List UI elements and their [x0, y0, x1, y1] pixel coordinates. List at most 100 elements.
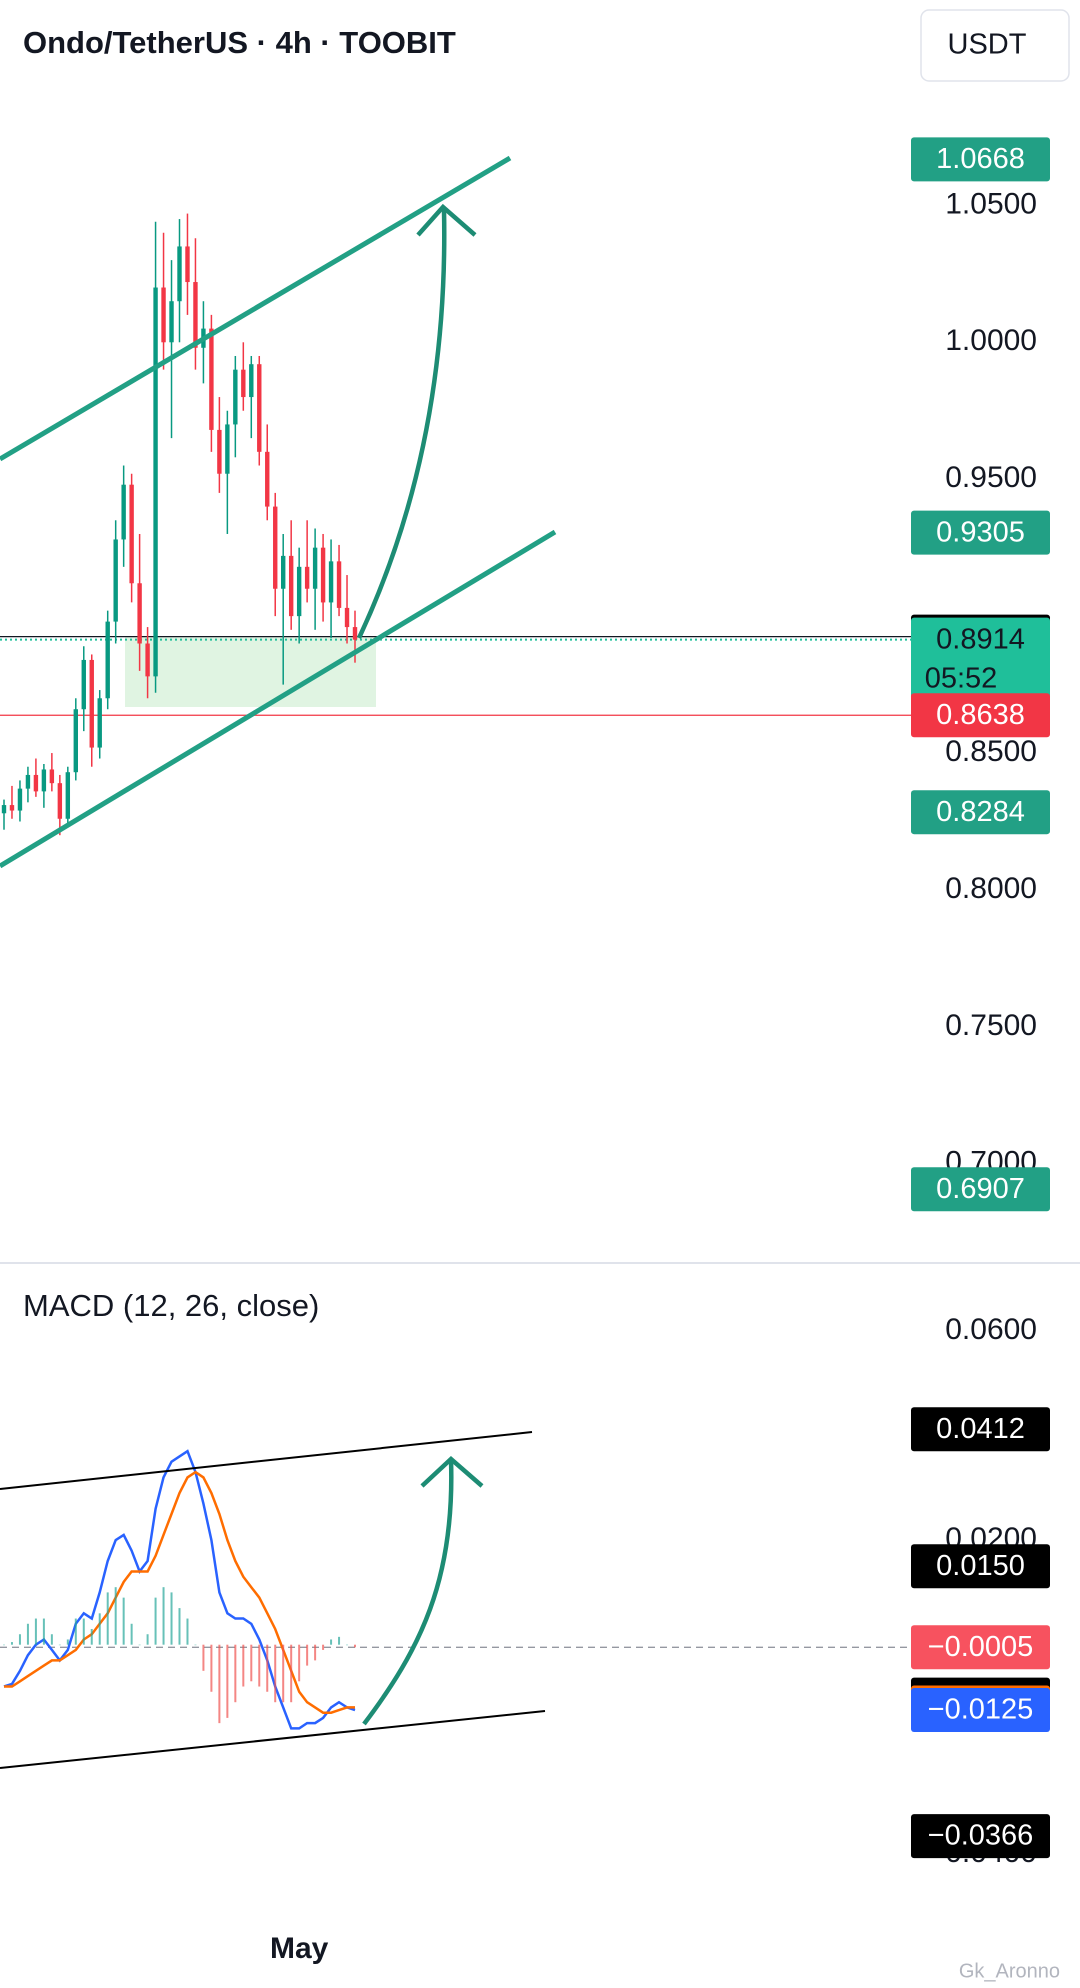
price-badge [911, 1625, 1050, 1670]
histogram-bar [298, 1644, 301, 1682]
candle-body [249, 364, 254, 398]
histogram-bar [282, 1644, 285, 1703]
histogram-bar [114, 1587, 117, 1645]
price-badge-label: 0.0150 [936, 1550, 1025, 1582]
channel-lower [0, 529, 557, 869]
price-badge [911, 790, 1050, 835]
histogram-bar [146, 1634, 149, 1645]
histogram-bar [34, 1618, 37, 1645]
candle-body [177, 246, 182, 302]
histogram-bar [234, 1644, 237, 1703]
histogram-bar [122, 1597, 125, 1645]
price-badge-label: 0.6907 [936, 1173, 1025, 1205]
candle-body [344, 607, 350, 628]
candle-body [320, 547, 326, 603]
candle-body [336, 561, 342, 608]
histogram-bar [130, 1623, 133, 1645]
currency-label[interactable]: USDT [948, 29, 1027, 61]
candle-body [304, 566, 310, 589]
candle-body [288, 555, 294, 617]
histogram-bar [258, 1644, 261, 1687]
candle-body [225, 424, 230, 474]
histogram-bar [154, 1597, 157, 1645]
price-badge [911, 693, 1050, 738]
histogram-bar [58, 1644, 61, 1646]
candle-body [97, 698, 102, 748]
candle-body [296, 566, 302, 617]
histogram-bar [194, 1644, 197, 1646]
price-badges: 1.06680.93050.89250.891405:520.86380.828… [911, 137, 1050, 1859]
candle-body [113, 539, 118, 622]
candle-body [25, 774, 31, 789]
histogram-bar [354, 1644, 356, 1648]
candle-body [57, 783, 63, 819]
histogram-bar [290, 1644, 293, 1703]
y-tick-label: 0.0600 [945, 1313, 1037, 1346]
candle-body [209, 328, 214, 430]
price-badge [911, 137, 1050, 182]
histogram-bar [274, 1644, 277, 1703]
indicator-title: MACD (12, 26, close) [23, 1288, 319, 1323]
y-tick-label: 1.0500 [945, 187, 1037, 220]
candle-body [217, 429, 222, 474]
price-badge [911, 1167, 1050, 1212]
histogram-bar [202, 1644, 205, 1671]
price-badge [911, 1688, 1050, 1733]
price-badge-label: 1.0668 [936, 143, 1025, 175]
histogram-bar [186, 1618, 189, 1645]
histogram-bar [82, 1618, 85, 1645]
x-tick-label: May [270, 1932, 329, 1965]
watermark: Gk_Aronno [959, 1960, 1060, 1982]
price-badge [911, 510, 1050, 555]
macd-marks [3, 1449, 356, 1730]
histogram-bar [322, 1644, 325, 1650]
candle-body [49, 769, 55, 784]
y-tick-label: 0.9500 [945, 461, 1037, 494]
price-badge [911, 1407, 1050, 1452]
price-badge-label: 0.0412 [936, 1413, 1025, 1445]
candle-body [41, 769, 47, 792]
macd-line [3, 1449, 356, 1730]
price-badge-label: 0.8284 [936, 796, 1025, 828]
histogram-bar [26, 1623, 29, 1645]
price-lines [0, 636, 911, 716]
histogram-bar [98, 1613, 101, 1645]
candle-body [352, 627, 358, 640]
candle-body [161, 287, 166, 343]
price-badge-label: −0.0005 [928, 1631, 1034, 1663]
candle-body [185, 246, 190, 283]
y-tick-label: 0.7500 [945, 1009, 1037, 1042]
histogram-bar [10, 1642, 13, 1645]
drawings [0, 155, 557, 1769]
support-zone [125, 636, 376, 707]
price-badge-label: −0.0366 [928, 1820, 1034, 1852]
candle-body [121, 484, 126, 540]
price-badge-label: 0.9305 [936, 516, 1025, 548]
candle-body [129, 484, 134, 584]
candle-body [65, 772, 71, 819]
candle-body [169, 301, 174, 343]
candle-body [257, 364, 262, 452]
candle-body [145, 643, 150, 677]
macd-channel-upper [0, 1431, 533, 1490]
histogram-bar [42, 1618, 45, 1645]
price-badge-label: −0.0125 [928, 1694, 1034, 1726]
histogram-bar [330, 1639, 333, 1645]
histogram-bar [106, 1592, 109, 1645]
arrow [356, 209, 447, 639]
histogram-bar [218, 1644, 221, 1724]
histogram-bar [210, 1644, 213, 1692]
candle-body [1, 805, 7, 814]
histogram-bar [242, 1644, 245, 1687]
histogram-bar [162, 1587, 165, 1645]
histogram-bar [306, 1644, 309, 1666]
histogram-bar [74, 1618, 77, 1645]
macd-channel-lower [0, 1710, 546, 1769]
histogram-bar [314, 1644, 317, 1661]
histogram-bar [50, 1634, 53, 1645]
macd-arrow [362, 1459, 454, 1726]
candle-body [328, 561, 334, 603]
price-badge [911, 1544, 1050, 1589]
currency-button[interactable] [920, 9, 1070, 82]
